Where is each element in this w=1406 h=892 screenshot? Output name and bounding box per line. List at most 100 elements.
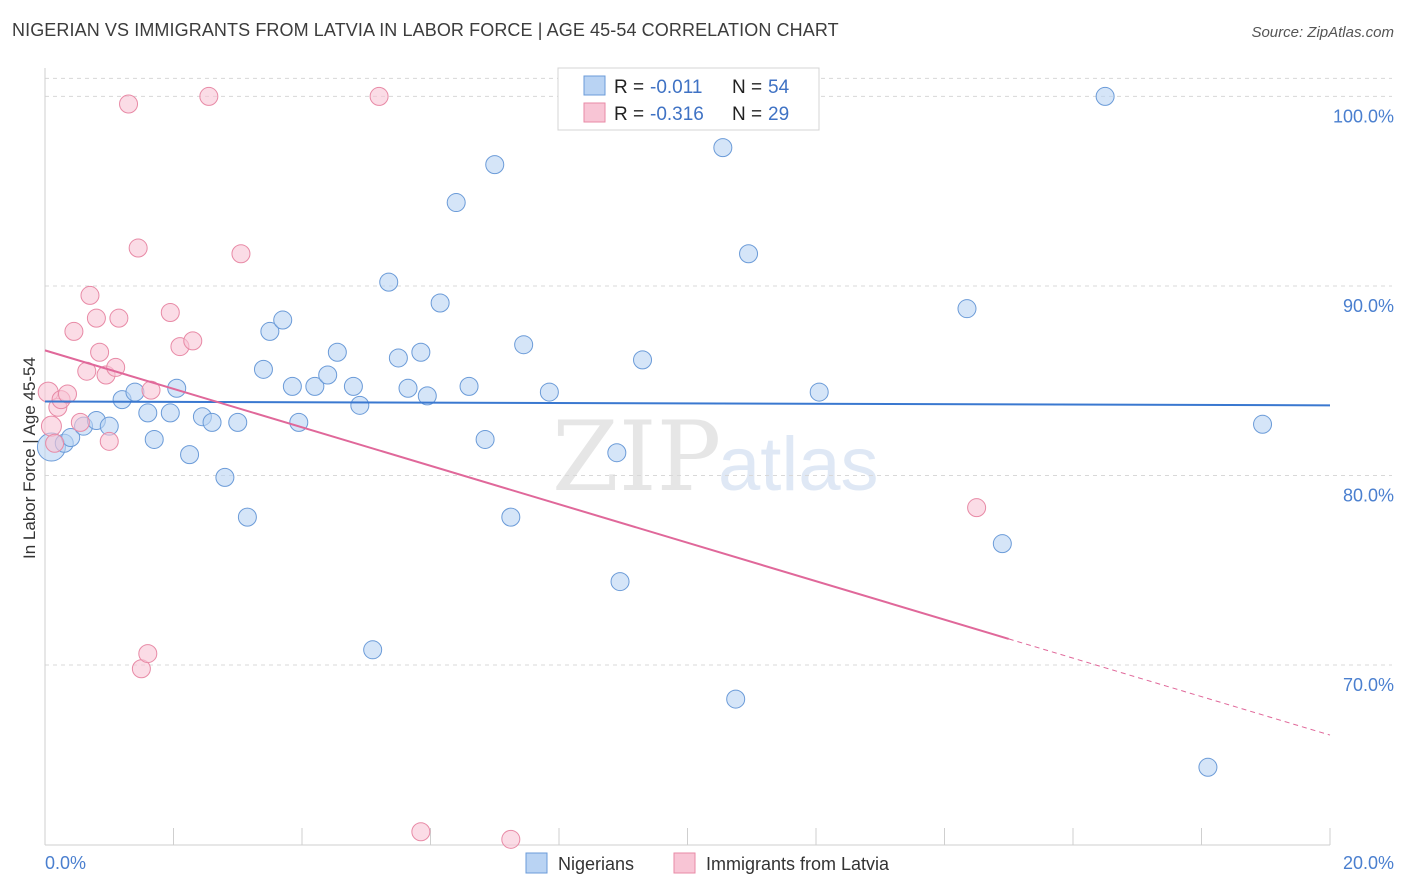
latvia-point-19	[138, 644, 158, 664]
nigerians-point-33	[417, 386, 437, 406]
nigerians-point-49	[957, 299, 977, 319]
stats-legend: R = -0.011 N = 54 R = -0.316 N = 29	[557, 67, 820, 131]
nigerians-point-30	[388, 348, 408, 368]
nigerians-point-47	[739, 244, 759, 264]
series-legend: Nigerians Immigrants from Latvia	[525, 852, 890, 874]
legend-n-label-latvia: N =	[732, 104, 762, 125]
latvia-point-23	[183, 331, 203, 351]
nigerians-point-42	[607, 443, 627, 463]
trend-lines	[44, 349, 1331, 736]
nigerians-point-34	[430, 293, 450, 313]
latvia-point-13	[99, 431, 119, 451]
chart-source: Source: ZipAtlas.com	[1251, 24, 1394, 41]
x-axis-tick-labels: 0.0% 20.0%	[45, 853, 1394, 873]
nigerians-point-51	[1095, 86, 1115, 106]
legend-r-label-latvia: R =	[614, 104, 644, 125]
nigerians-point-44	[633, 350, 653, 370]
nigerians-point-32	[411, 342, 431, 362]
x-tick-label-max: 20.0%	[1343, 853, 1394, 873]
y-tick-label-100: 100.0%	[1333, 106, 1394, 126]
latvia-point-16	[119, 94, 139, 114]
nigerians-point-23	[305, 376, 325, 396]
y-tick-label-90: 90.0%	[1343, 296, 1394, 316]
nigerians-point-53	[1253, 414, 1273, 434]
nigerians-point-46	[726, 689, 746, 709]
legend-n-value-latvia: 29	[768, 104, 789, 125]
nigerians-point-19	[260, 321, 280, 341]
x-axis-ticks	[173, 828, 1331, 845]
latvia-trend-line-extension	[1008, 638, 1331, 736]
nigerians-point-24	[318, 365, 338, 385]
latvia-point-28	[501, 829, 521, 849]
latvia-point-24	[199, 86, 219, 106]
nigerians-point-36	[459, 376, 479, 396]
latvia-point-1	[40, 415, 62, 437]
nigerians-point-18	[253, 359, 273, 379]
series-legend-swatch-nigerians	[525, 852, 548, 874]
nigerians-point-29	[379, 272, 399, 292]
latvia-point-9	[80, 285, 100, 305]
nigerians-point-31	[398, 378, 418, 398]
nigerians-point-28	[363, 640, 383, 660]
y-tick-label-70: 70.0%	[1343, 675, 1394, 695]
nigerians-point-15	[215, 467, 235, 487]
nigerians-point-35	[446, 193, 466, 213]
latvia-point-29	[967, 498, 987, 518]
latvia-point-21	[160, 302, 180, 322]
nigerians-point-20	[273, 310, 293, 330]
latvia-point-5	[57, 384, 77, 404]
y-tick-label-80: 80.0%	[1343, 485, 1394, 505]
nigerians-point-41	[539, 382, 559, 402]
nigerians-point-16	[228, 412, 248, 432]
latvia-point-26	[369, 86, 389, 106]
y-axis-label: In Labor Force | Age 45-54	[20, 357, 39, 559]
nigerians-point-40	[514, 335, 534, 355]
watermark-zip: ZIP	[552, 401, 721, 513]
legend-n-value-nigerians: 54	[768, 77, 790, 98]
nigerians-point-25	[327, 342, 347, 362]
latvia-point-2	[45, 433, 65, 453]
nigerians-point-38	[485, 155, 505, 175]
x-tick-label-min: 0.0%	[45, 853, 86, 873]
watermark-atlas: atlas	[718, 422, 879, 507]
nigerians-point-11	[167, 378, 187, 398]
nigerians-point-9	[144, 429, 164, 449]
gridlines	[45, 77, 1392, 666]
latvia-point-7	[70, 412, 90, 432]
series-legend-label-nigerians: Nigerians	[558, 854, 634, 874]
nigerians-point-8	[138, 403, 158, 423]
latvia-point-10	[86, 308, 106, 328]
nigerians-point-17	[237, 507, 257, 527]
nigerians-point-14	[202, 412, 222, 432]
nigerians-point-10	[160, 403, 180, 423]
legend-r-value-nigerians: -0.011	[650, 77, 702, 98]
legend-r-label-nigerians: R =	[614, 77, 644, 98]
nigerians-point-26	[343, 376, 363, 396]
latvia-trend-line	[44, 349, 1010, 640]
nigerians-point-7	[125, 382, 145, 402]
legend-swatch-nigerians	[583, 75, 606, 96]
nigerians-point-43	[610, 572, 630, 592]
chart-title: NIGERIAN VS IMMIGRANTS FROM LATVIA IN LA…	[12, 20, 839, 40]
series-legend-label-latvia: Immigrants from Latvia	[706, 854, 890, 874]
latvia-point-17	[128, 238, 148, 258]
nigerians-trend-line	[44, 400, 1331, 407]
series-legend-swatch-latvia	[673, 852, 696, 874]
watermark: ZIP atlas	[552, 401, 879, 513]
nigerians-point-37	[475, 429, 495, 449]
latvia-point-11	[90, 342, 110, 362]
nigerians-point-45	[713, 138, 733, 158]
latvia-point-25	[231, 244, 251, 264]
legend-n-label-nigerians: N =	[732, 77, 762, 98]
nigerians-point-21	[282, 376, 302, 396]
latvia-point-27	[411, 822, 431, 842]
legend-swatch-latvia	[583, 102, 606, 123]
nigerians-point-27	[350, 395, 370, 415]
nigerians-point-52	[1198, 757, 1218, 777]
legend-r-value-latvia: -0.316	[650, 104, 704, 125]
latvia-point-15	[109, 308, 129, 328]
nigerians-point-50	[992, 534, 1012, 554]
latvia-point-6	[64, 321, 84, 341]
nigerians-point-48	[809, 382, 829, 402]
